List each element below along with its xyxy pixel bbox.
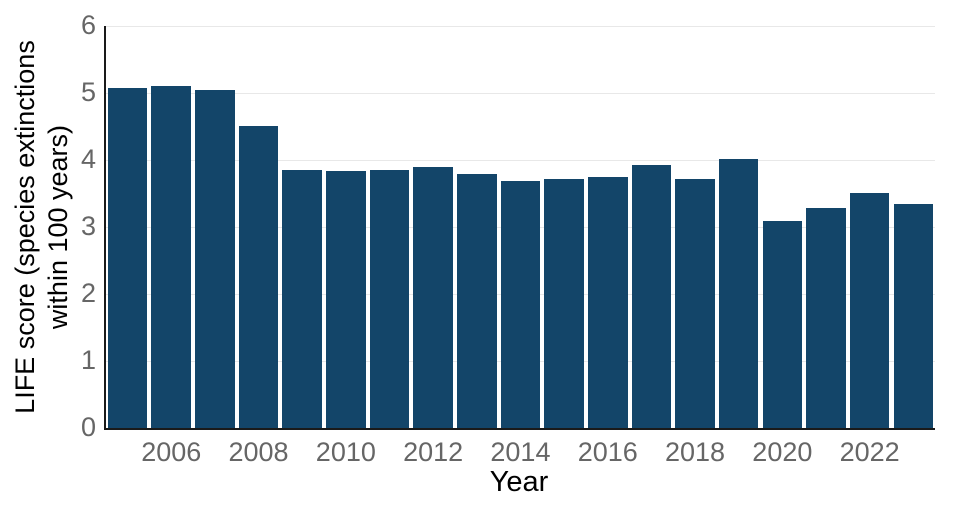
x-tick-label-2018: 2018: [665, 437, 726, 467]
bar-2010: [326, 171, 366, 428]
y-tick-label-3: 3: [80, 210, 96, 241]
plot-area: [104, 25, 935, 430]
bar-2018: [675, 179, 715, 428]
bar-2020: [762, 220, 803, 428]
bar-2009: [282, 170, 322, 428]
bar-2017: [631, 165, 672, 428]
bar-2016: [587, 177, 628, 428]
bar-2019: [718, 158, 759, 428]
bar-2012: [413, 166, 453, 428]
x-tick-label-2006: 2006: [141, 437, 202, 467]
y-tick-label-1: 1: [80, 344, 96, 375]
gridline-y-5: [106, 92, 935, 94]
y-tick-label-5: 5: [80, 76, 96, 107]
bar-2013: [457, 174, 497, 428]
x-tick-label-2016: 2016: [577, 437, 638, 467]
x-tick-label-2020: 2020: [752, 437, 813, 467]
x-tick-label-2010: 2010: [315, 437, 376, 467]
bar-2011: [369, 170, 410, 428]
bar-2007: [195, 89, 235, 428]
bar-2015: [544, 179, 584, 428]
bar-2014: [500, 181, 541, 428]
bar-2022: [849, 192, 890, 428]
y-tick-label-2: 2: [80, 277, 96, 308]
bar-2023: [893, 203, 934, 428]
x-tick-label-2008: 2008: [228, 437, 289, 467]
y-tick-label-6: 6: [80, 9, 96, 40]
x-tick-label-2022: 2022: [839, 437, 900, 467]
bar-2006: [151, 85, 192, 428]
bar-2005: [107, 87, 148, 428]
x-tick-label-2012: 2012: [403, 437, 464, 467]
y-axis-tick-labels: 0 1 2 3 4 5 6: [58, 0, 96, 528]
y-tick-label-4: 4: [80, 143, 96, 174]
x-axis-title: Year: [489, 466, 549, 498]
gridline-y-6: [106, 25, 935, 27]
bar-2008: [238, 125, 279, 428]
y-tick-label-0: 0: [80, 411, 96, 442]
gridline-y-4: [106, 159, 935, 161]
bar-2021: [806, 208, 846, 428]
x-tick-label-2014: 2014: [490, 437, 551, 467]
y-axis-title-line-1: LIFE score (species extinctions: [10, 40, 41, 414]
